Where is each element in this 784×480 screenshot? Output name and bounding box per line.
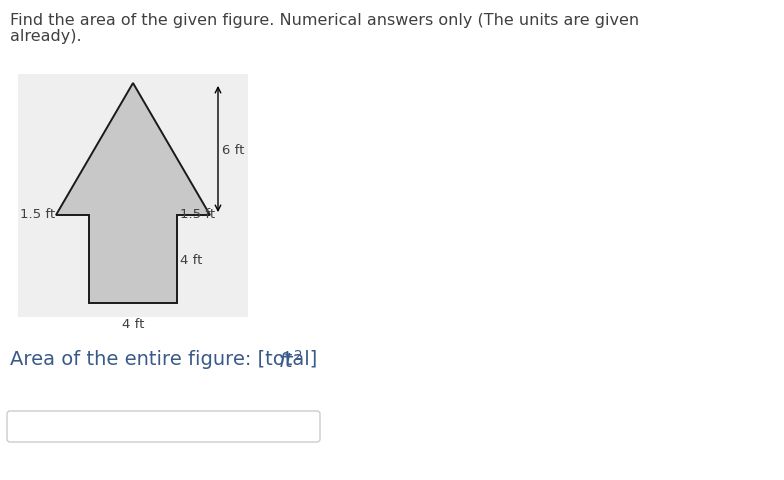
Text: 4 ft: 4 ft [180,253,202,266]
Text: Area of the entire figure: [total]: Area of the entire figure: [total] [10,349,324,368]
Text: already).: already). [10,29,82,44]
Text: 1.5 ft: 1.5 ft [180,207,215,220]
Text: Find the area of the given figure. Numerical answers only (The units are given: Find the area of the given figure. Numer… [10,13,639,28]
Polygon shape [56,84,210,303]
Text: 6 ft: 6 ft [222,143,245,156]
Bar [18,75,248,317]
Text: $ft^2$: $ft^2$ [278,349,303,371]
FancyBboxPatch shape [7,411,320,442]
Text: 4 ft: 4 ft [122,317,144,330]
Text: 1.5 ft: 1.5 ft [20,207,55,220]
